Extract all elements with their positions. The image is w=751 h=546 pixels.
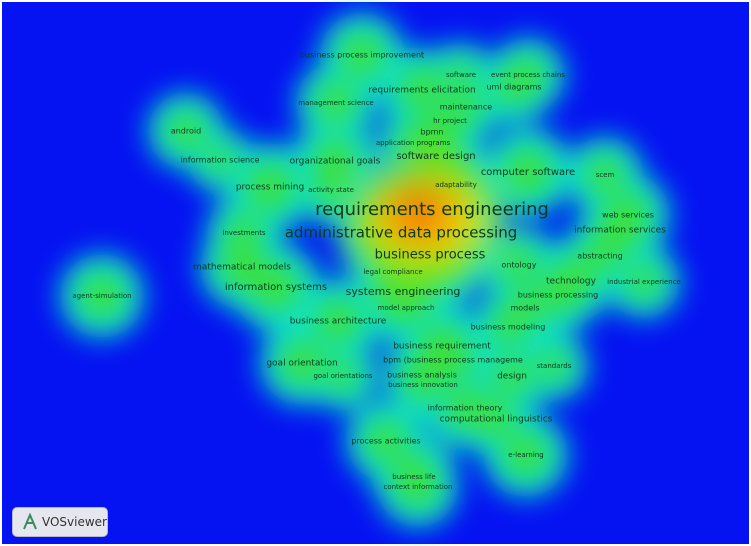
density-core xyxy=(317,300,359,342)
density-core xyxy=(81,275,123,317)
density-core xyxy=(583,239,617,273)
density-core xyxy=(493,357,531,395)
term-label: information services xyxy=(574,226,666,236)
density-core xyxy=(445,388,485,428)
term-label: systems engineering xyxy=(346,285,461,298)
density-core xyxy=(500,246,538,284)
term-label: goal orientation xyxy=(266,359,337,369)
term-label: computer software xyxy=(481,167,575,178)
term-label: business requirement xyxy=(393,342,491,352)
term-label: process mining xyxy=(236,183,304,193)
density-core xyxy=(281,342,323,384)
term-label: web services xyxy=(602,211,654,220)
density-core xyxy=(341,34,383,76)
term-label: agent-simulation xyxy=(72,292,131,300)
term-label: activity state xyxy=(308,186,354,194)
density-core xyxy=(447,61,475,89)
density-core xyxy=(411,131,461,181)
density-core xyxy=(398,467,438,507)
term-label: industrial experience xyxy=(607,278,681,286)
density-core xyxy=(401,69,443,111)
term-label: business architecture xyxy=(290,317,387,327)
density-core xyxy=(221,246,263,288)
density-core xyxy=(505,149,551,195)
density-core xyxy=(539,276,577,314)
term-label: investments xyxy=(222,229,266,237)
hotspot xyxy=(355,170,495,270)
term-label: design xyxy=(497,372,527,382)
term-label: maintenance xyxy=(440,103,492,112)
density-core xyxy=(226,215,262,251)
term-label: information theory xyxy=(428,404,503,413)
watermark: VOSviewer xyxy=(12,507,108,537)
term-label: bpmn xyxy=(420,128,443,137)
term-label: models xyxy=(510,304,539,313)
term-label: mathematical models xyxy=(193,263,291,273)
term-label: android xyxy=(171,127,201,136)
density-core xyxy=(327,360,359,392)
term-label: management science xyxy=(298,99,373,107)
density-core xyxy=(167,112,205,150)
density-core xyxy=(627,265,661,299)
term-label: bpm (business process manageme xyxy=(383,356,523,365)
density-core xyxy=(390,292,422,324)
term-label: business life xyxy=(392,473,435,481)
term-label: e-learning xyxy=(508,451,543,459)
term-label: context information xyxy=(383,483,452,491)
term-label: ontology xyxy=(502,261,537,270)
term-label: goal orientations xyxy=(313,372,372,380)
density-core xyxy=(315,174,347,206)
term-label: hr project xyxy=(433,117,467,125)
density-core xyxy=(433,340,473,380)
density-core xyxy=(505,434,547,476)
term-label: business innovation xyxy=(388,381,458,389)
term-label: organizational goals xyxy=(290,157,381,167)
density-core xyxy=(599,209,641,251)
density-core xyxy=(477,400,515,438)
term-label: adaptability xyxy=(435,181,477,189)
term-label: event process chains xyxy=(491,71,565,79)
term-label: information science xyxy=(181,156,260,165)
term-label: requirements engineering xyxy=(315,199,549,220)
term-label: scem xyxy=(596,171,615,179)
term-label: business modeling xyxy=(471,323,546,332)
density-core xyxy=(586,156,624,194)
term-label: legal compliance xyxy=(363,268,422,276)
term-label: computational linguistics xyxy=(440,415,553,425)
density-core xyxy=(366,421,406,461)
term-label: uml diagrams xyxy=(486,83,541,92)
density-core xyxy=(316,83,356,123)
term-label: business process improvement xyxy=(300,51,424,60)
term-label: technology xyxy=(546,277,597,287)
watermark-text: VOSviewer xyxy=(41,515,107,529)
term-label: abstracting xyxy=(577,252,622,261)
density-core xyxy=(247,164,293,210)
density-core xyxy=(538,350,570,382)
term-label: process activities xyxy=(351,437,420,446)
term-label: information systems xyxy=(225,282,327,293)
term-label: requirements elicitation xyxy=(368,86,475,96)
term-label: software design xyxy=(396,151,475,162)
term-label: application programs xyxy=(376,139,451,147)
density-core xyxy=(314,140,356,182)
term-label: standards xyxy=(537,362,572,370)
term-label: business analysis xyxy=(387,371,457,380)
term-label: software xyxy=(446,71,476,79)
term-label: administrative data processing xyxy=(285,224,518,242)
term-label: business process xyxy=(375,248,486,263)
term-label: business processing xyxy=(518,291,599,300)
density-core xyxy=(491,310,525,344)
term-label: model approach xyxy=(378,304,435,312)
density-core xyxy=(253,264,299,310)
density-core xyxy=(407,369,439,401)
density-core xyxy=(206,146,234,174)
density-core xyxy=(496,69,532,105)
logo xyxy=(23,513,37,530)
